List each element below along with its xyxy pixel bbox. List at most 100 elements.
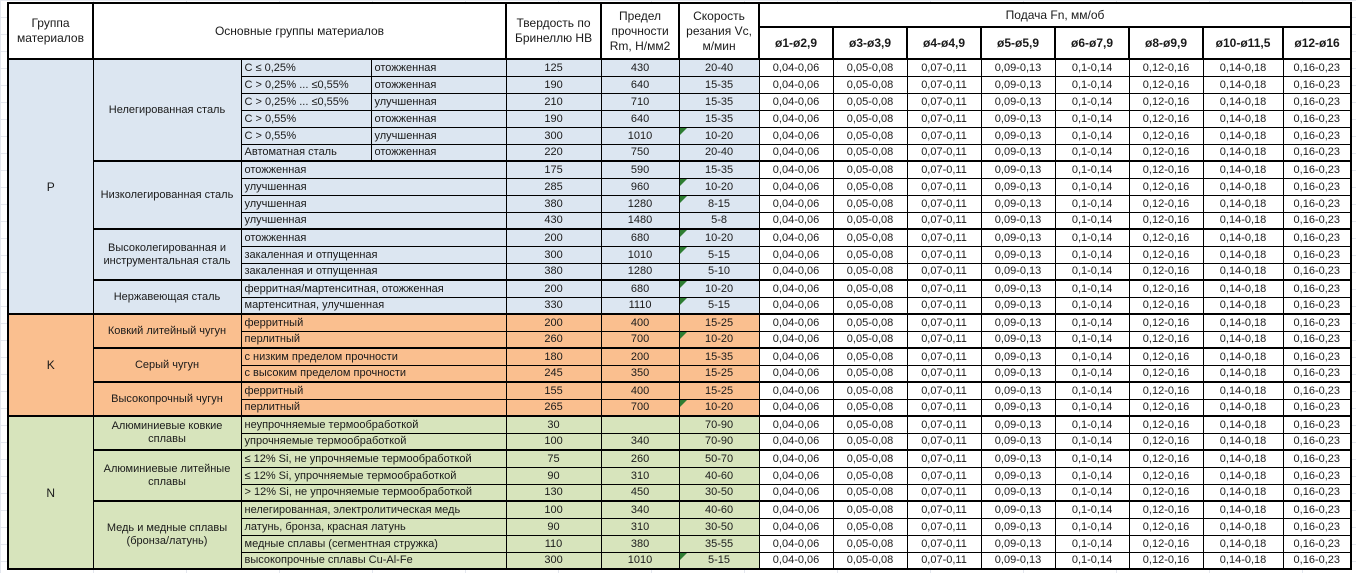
cell-feed-8[interactable]: 0,16-0,23 [1282, 109, 1352, 128]
cell-feed-1[interactable]: 0,04-0,06 [758, 92, 834, 111]
cell-feed-3[interactable]: 0,07-0,11 [906, 194, 982, 213]
cell-feed-5[interactable]: 0,1-0,14 [1054, 245, 1130, 264]
cell-feed-1[interactable]: 0,04-0,06 [758, 126, 834, 145]
cell-feed-7[interactable]: 0,14-0,18 [1202, 177, 1284, 196]
cell-cutting-speed-vc[interactable]: 20-40 [678, 143, 760, 162]
cell-feed-3[interactable]: 0,07-0,11 [906, 551, 982, 570]
cell-feed-8[interactable]: 0,16-0,23 [1282, 500, 1352, 519]
header-cutting-speed[interactable]: Скорость резания Vc, м/мин [678, 2, 761, 60]
cell-state[interactable]: отожженная [370, 75, 507, 94]
cell-hardness-hb[interactable]: 300 [505, 126, 602, 145]
cell-state[interactable]: улучшенная [370, 126, 507, 145]
cell-feed-8[interactable]: 0,16-0,23 [1282, 415, 1352, 434]
cell-material[interactable]: улучшенная [240, 211, 507, 230]
cell-feed-8[interactable]: 0,16-0,23 [1282, 551, 1352, 570]
cell-feed-2[interactable]: 0,05-0,08 [832, 398, 908, 417]
cell-material[interactable]: C > 0,25% ... ≤0,55% [240, 92, 372, 111]
header-material-group[interactable]: Группа материалов [7, 2, 94, 60]
cell-cutting-speed-vc[interactable]: 15-35 [678, 347, 760, 366]
header-brinell-hardness[interactable]: Твердость по Бринеллю HB [505, 2, 603, 60]
cell-cutting-speed-vc[interactable]: 5-15 [678, 296, 760, 315]
cell-subgroup-name[interactable]: Алюминиевые ковкие сплавы [92, 415, 242, 451]
cell-feed-6[interactable]: 0,12-0,16 [1128, 126, 1204, 145]
cell-feed-2[interactable]: 0,05-0,08 [832, 58, 908, 77]
cell-cutting-speed-vc[interactable]: 5-15 [678, 245, 760, 264]
header-feed-diameter-1[interactable]: ø1-ø2,9 [758, 26, 835, 60]
cell-material[interactable]: перлитный [240, 330, 507, 349]
cell-feed-7[interactable]: 0,14-0,18 [1202, 143, 1284, 162]
cell-feed-8[interactable]: 0,16-0,23 [1282, 432, 1352, 451]
cell-feed-1[interactable]: 0,04-0,06 [758, 143, 834, 162]
cell-material[interactable]: C > 0,55% [240, 126, 372, 145]
cell-feed-1[interactable]: 0,04-0,06 [758, 534, 834, 553]
cell-feed-1[interactable]: 0,04-0,06 [758, 483, 834, 502]
cell-cutting-speed-vc[interactable]: 15-35 [678, 92, 760, 111]
cell-subgroup-name[interactable]: Серый чугун [92, 347, 242, 383]
cell-hardness-hb[interactable]: 190 [505, 75, 602, 94]
cell-strength-rm[interactable]: 640 [600, 75, 680, 94]
cell-material[interactable]: отожженная [240, 160, 507, 179]
cell-feed-7[interactable]: 0,14-0,18 [1202, 534, 1284, 553]
cell-feed-2[interactable]: 0,05-0,08 [832, 483, 908, 502]
cell-cutting-speed-vc[interactable]: 15-35 [678, 160, 760, 179]
cell-feed-7[interactable]: 0,14-0,18 [1202, 279, 1284, 298]
header-tensile-strength[interactable]: Предел прочности Rm, Н/мм2 [600, 2, 681, 60]
cell-feed-3[interactable]: 0,07-0,11 [906, 466, 982, 485]
cell-feed-2[interactable]: 0,05-0,08 [832, 415, 908, 434]
cell-material[interactable]: улучшенная [240, 194, 507, 213]
cell-feed-6[interactable]: 0,12-0,16 [1128, 58, 1204, 77]
cell-feed-3[interactable]: 0,07-0,11 [906, 432, 982, 451]
cell-feed-1[interactable]: 0,04-0,06 [758, 551, 834, 570]
cell-feed-7[interactable]: 0,14-0,18 [1202, 109, 1284, 128]
cell-feed-6[interactable]: 0,12-0,16 [1128, 330, 1204, 349]
cell-hardness-hb[interactable]: 220 [505, 143, 602, 162]
cell-feed-5[interactable]: 0,1-0,14 [1054, 483, 1130, 502]
cell-state[interactable]: отожженная [370, 58, 507, 77]
cell-material[interactable]: > 12% Si, не упрочняемые термообработкой [240, 483, 507, 502]
cell-cutting-speed-vc[interactable]: 10-20 [678, 228, 760, 247]
cell-strength-rm[interactable]: 430 [600, 58, 680, 77]
cell-feed-7[interactable]: 0,14-0,18 [1202, 75, 1284, 94]
cell-hardness-hb[interactable]: 260 [505, 330, 602, 349]
cell-feed-5[interactable]: 0,1-0,14 [1054, 313, 1130, 332]
cell-strength-rm[interactable]: 700 [600, 398, 680, 417]
cell-strength-rm[interactable]: 710 [600, 92, 680, 111]
cell-feed-5[interactable]: 0,1-0,14 [1054, 58, 1130, 77]
cell-group-code-K[interactable]: K [7, 313, 94, 417]
cell-feed-2[interactable]: 0,05-0,08 [832, 449, 908, 468]
cell-hardness-hb[interactable]: 155 [505, 381, 602, 400]
cell-material[interactable]: неупрочняемые термообработкой [240, 415, 507, 434]
cell-state[interactable]: отожженная [370, 143, 507, 162]
cell-feed-1[interactable]: 0,04-0,06 [758, 296, 834, 315]
header-feed-diameter-4[interactable]: ø5-ø5,9 [980, 26, 1057, 60]
cell-cutting-speed-vc[interactable]: 10-20 [678, 330, 760, 349]
cell-cutting-speed-vc[interactable]: 20-40 [678, 58, 760, 77]
cell-feed-1[interactable]: 0,04-0,06 [758, 517, 834, 536]
cell-feed-4[interactable]: 0,09-0,13 [980, 432, 1056, 451]
cell-cutting-speed-vc[interactable]: 10-20 [678, 126, 760, 145]
cell-feed-8[interactable]: 0,16-0,23 [1282, 449, 1352, 468]
cell-feed-8[interactable]: 0,16-0,23 [1282, 160, 1352, 179]
cell-feed-3[interactable]: 0,07-0,11 [906, 58, 982, 77]
cell-feed-3[interactable]: 0,07-0,11 [906, 160, 982, 179]
cell-strength-rm[interactable]: 260 [600, 449, 680, 468]
cell-feed-7[interactable]: 0,14-0,18 [1202, 483, 1284, 502]
cell-feed-7[interactable]: 0,14-0,18 [1202, 245, 1284, 264]
cell-feed-5[interactable]: 0,1-0,14 [1054, 126, 1130, 145]
cell-feed-2[interactable]: 0,05-0,08 [832, 75, 908, 94]
cell-feed-6[interactable]: 0,12-0,16 [1128, 313, 1204, 332]
cell-group-code-N[interactable]: N [7, 415, 94, 570]
cell-feed-5[interactable]: 0,1-0,14 [1054, 194, 1130, 213]
cell-cutting-speed-vc[interactable]: 70-90 [678, 432, 760, 451]
cell-state[interactable]: улучшенная [370, 92, 507, 111]
cell-strength-rm[interactable]: 750 [600, 143, 680, 162]
cell-feed-5[interactable]: 0,1-0,14 [1054, 296, 1130, 315]
cell-feed-7[interactable]: 0,14-0,18 [1202, 415, 1284, 434]
cell-feed-1[interactable]: 0,04-0,06 [758, 245, 834, 264]
cell-feed-5[interactable]: 0,1-0,14 [1054, 143, 1130, 162]
cell-strength-rm[interactable]: 310 [600, 466, 680, 485]
cell-subgroup-name[interactable]: Медь и медные сплавы (бронза/латунь) [92, 500, 242, 570]
cell-feed-7[interactable]: 0,14-0,18 [1202, 160, 1284, 179]
cell-feed-6[interactable]: 0,12-0,16 [1128, 177, 1204, 196]
cell-feed-8[interactable]: 0,16-0,23 [1282, 534, 1352, 553]
